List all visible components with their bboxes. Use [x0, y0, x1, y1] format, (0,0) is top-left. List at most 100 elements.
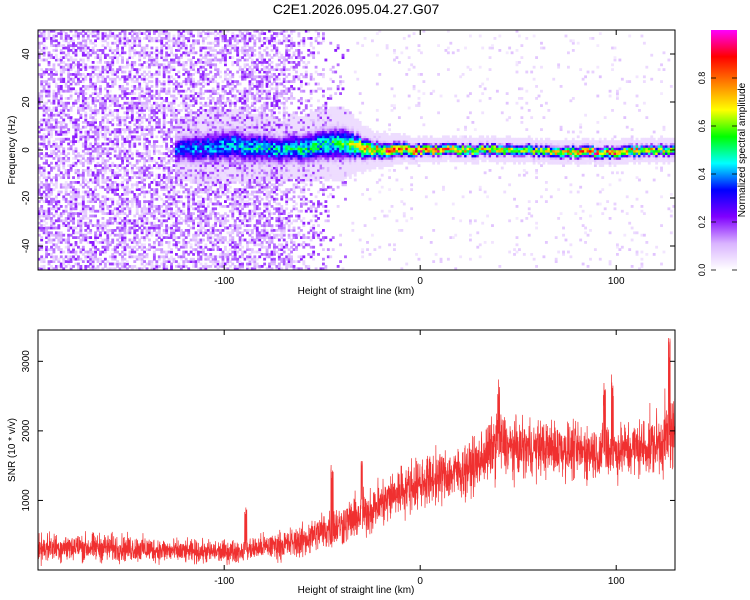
heatmap-cell [231, 34, 235, 38]
heatmap-cell [231, 159, 235, 163]
heatmap-cell [221, 224, 225, 227]
heatmap-cell [206, 161, 210, 165]
heatmap-cell [118, 104, 122, 107]
heatmap-cell [199, 140, 203, 143]
heatmap-cell [108, 56, 112, 59]
heatmap-cell [197, 30, 200, 33]
heatmap-cell [91, 99, 95, 103]
heatmap-cell [201, 97, 205, 100]
heatmap-cell [187, 51, 191, 55]
heatmap-cell [172, 58, 176, 62]
heatmap-cell [209, 164, 213, 167]
heatmap-cell [67, 238, 71, 242]
heatmap-cell [216, 200, 220, 203]
heatmap-cell [138, 214, 142, 218]
heatmap-cell [155, 92, 159, 95]
heatmap-cell [172, 164, 176, 167]
heatmap-cell [214, 217, 218, 220]
heatmap-cell [94, 104, 97, 107]
heatmap-cell [64, 104, 68, 107]
heatmap-cell [130, 152, 134, 155]
heatmap-cell [81, 30, 85, 33]
heatmap-cell [189, 118, 193, 122]
heatmap-cell [177, 125, 181, 129]
heatmap-cell [67, 173, 71, 177]
heatmap-cell [91, 255, 95, 259]
heatmap-cell [108, 229, 112, 232]
heatmap-cell [64, 97, 68, 100]
heatmap-cell [236, 202, 240, 206]
heatmap-cell [160, 176, 164, 179]
heatmap-cell [228, 260, 232, 263]
heatmap-cell [106, 44, 110, 47]
heatmap-cell [59, 231, 63, 235]
heatmap-cell [96, 236, 100, 239]
heatmap-cell [182, 233, 186, 237]
heatmap-cell [64, 137, 68, 141]
heatmap-cell [79, 113, 83, 117]
heatmap-cell [128, 188, 132, 191]
heatmap-cell [111, 229, 115, 232]
heatmap-cell [54, 226, 58, 230]
heatmap-cell [214, 238, 218, 242]
heatmap-cell [172, 195, 176, 199]
heatmap-cell [79, 137, 83, 141]
heatmap-cell [214, 219, 218, 223]
heatmap-cell [52, 99, 56, 103]
heatmap-cell [204, 209, 208, 213]
heatmap-cell [135, 128, 139, 131]
heatmap-cell [145, 128, 149, 131]
heatmap-cell [69, 217, 73, 220]
heatmap-cell [59, 125, 63, 129]
heatmap-cell [201, 104, 205, 107]
heatmap-cell [81, 212, 85, 215]
heatmap-cell [108, 77, 112, 81]
heatmap-cell [138, 87, 142, 91]
heatmap-cell [123, 193, 127, 196]
heatmap-cell [145, 255, 149, 259]
heatmap-cell [74, 147, 78, 151]
heatmap-cell [209, 101, 213, 105]
heatmap-cell [116, 99, 120, 103]
heatmap-cell [209, 173, 213, 177]
heatmap-cell [231, 255, 235, 259]
heatmap-cell [187, 128, 191, 131]
heatmap-cell [226, 257, 230, 261]
heatmap-cell [231, 245, 235, 249]
heatmap-cell [59, 116, 63, 119]
heatmap-cell [133, 63, 137, 67]
heatmap-cell [206, 77, 210, 81]
heatmap-cell [138, 241, 142, 244]
heatmap-cell [231, 238, 235, 242]
heatmap-cell [96, 135, 100, 139]
heatmap-cell [145, 207, 149, 211]
heatmap-cell [64, 255, 68, 259]
heatmap-cell [177, 137, 181, 141]
heatmap-cell [99, 202, 102, 206]
heatmap-cell [231, 89, 235, 93]
heatmap-cell [189, 166, 193, 170]
heatmap-cell [47, 233, 51, 237]
heatmap-cell [150, 171, 154, 175]
heatmap-cell [228, 140, 232, 143]
heatmap-cell [106, 113, 110, 117]
heatmap-cell [135, 205, 139, 208]
heatmap-cell [121, 238, 124, 242]
heatmap-cell [179, 185, 183, 189]
heatmap-cell [59, 58, 63, 62]
heatmap-cell [155, 224, 159, 227]
heatmap-cell [148, 80, 151, 83]
heatmap-cell [64, 68, 68, 71]
heatmap-cell [201, 142, 205, 146]
heatmap-cell [91, 118, 95, 122]
heatmap-cell [150, 56, 154, 59]
heatmap-cell [57, 226, 61, 230]
heatmap-cell [123, 166, 127, 170]
heatmap-cell [170, 202, 173, 206]
heatmap-cell [96, 99, 100, 103]
heatmap-cell [118, 209, 122, 213]
heatmap-cell [238, 128, 242, 131]
heatmap-cell [130, 238, 134, 242]
heatmap-cell [72, 250, 75, 254]
heatmap-cell [192, 181, 195, 184]
